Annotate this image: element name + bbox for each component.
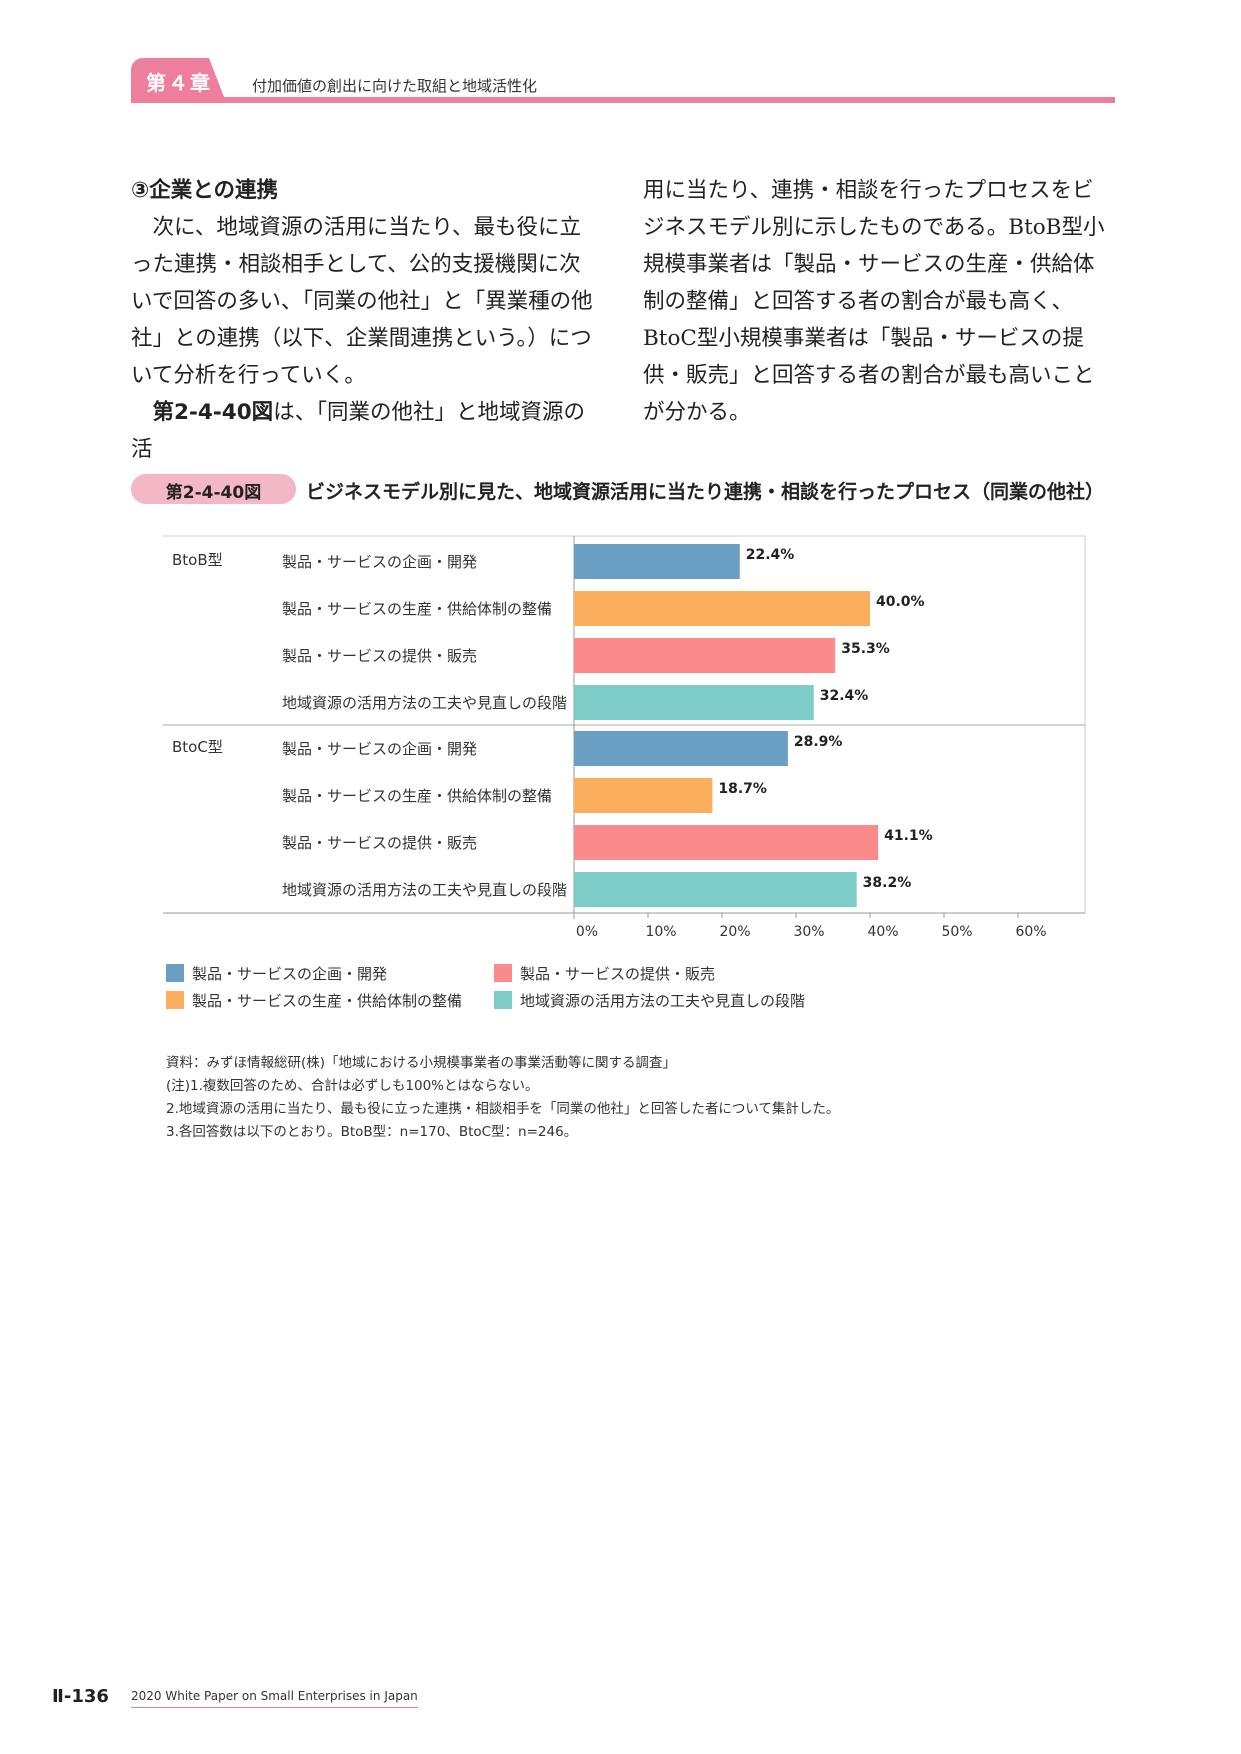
- legend-label: 製品・サービスの生産・供給体制の整備: [192, 992, 463, 1010]
- header-rule: [131, 97, 1115, 103]
- note-line: 2.地域資源の活用に当たり、最も役に立った連携・相談相手を「同業の他社」と回答し…: [166, 1101, 840, 1117]
- paragraph-2-start: 第2-4-40図は、「同業の他社」と地域資源の活: [131, 394, 601, 468]
- data-label: 38.2%: [863, 875, 912, 891]
- figure-title: ビジネスモデル別に見た、地域資源活用に当たり連携・相談を行ったプロセス（同業の他…: [306, 481, 1105, 503]
- data-label: 22.4%: [746, 547, 795, 563]
- category-label: 製品・サービスの企画・開発: [282, 553, 477, 571]
- legend-label: 地域資源の活用方法の工夫や見直しの段階: [520, 992, 806, 1010]
- footer-publication: 2020 White Paper on Small Enterprises in…: [131, 1689, 418, 1708]
- bar: [574, 638, 836, 673]
- legend-swatch: [166, 991, 184, 1009]
- figure-reference: 第2-4-40図: [152, 400, 274, 425]
- bar: [574, 731, 788, 766]
- x-tick-label: 60%: [1015, 924, 1046, 940]
- data-label: 35.3%: [841, 641, 890, 657]
- bar: [574, 591, 870, 626]
- section-heading: ③企業との連携: [131, 178, 278, 203]
- note-line: (注)1.複数回答のため、合計は必ずしも100%とはならない。: [166, 1078, 539, 1094]
- figure-notes: 資料：みずほ情報総研(株)「地域における小規模事業者の事業活動等に関する調査」 (…: [166, 1052, 839, 1144]
- data-label: 28.9%: [794, 734, 843, 750]
- category-label: 製品・サービスの生産・供給体制の整備: [282, 787, 552, 805]
- chapter-title: 付加価値の創出に向けた取組と地域活性化: [252, 77, 538, 95]
- legend-label: 製品・サービスの企画・開発: [192, 965, 388, 983]
- category-label: 製品・サービスの提供・販売: [282, 647, 477, 665]
- x-tick-label: 20%: [719, 924, 750, 940]
- bar: [574, 544, 740, 579]
- data-label: 32.4%: [820, 688, 869, 704]
- chapter-tab: 第４章: [131, 58, 226, 102]
- legend-swatch: [494, 991, 512, 1009]
- body-column-left: ③企業との連携 次に、地域資源の活用に当たり、最も役に立った連携・相談相手として…: [131, 172, 601, 468]
- x-tick-label: 0%: [576, 924, 598, 940]
- figure-label: 第2-4-40図: [131, 474, 296, 504]
- body-column-right: 用に当たり、連携・相談を行ったプロセスをビジネスモデル別に示したものである。Bt…: [643, 172, 1113, 431]
- chapter-number: 第４章: [146, 71, 212, 95]
- bar: [574, 872, 857, 907]
- figure-label-text: 第2-4-40図: [165, 483, 262, 503]
- category-label: 地域資源の活用方法の工夫や見直しの段階: [282, 881, 567, 899]
- paragraph-2-text-b: 用に当たり、連携・相談を行ったプロセスをビジネスモデル別に示したものである。Bt…: [643, 178, 1105, 425]
- page-number: Ⅱ-136: [52, 1686, 109, 1707]
- bar: [574, 778, 713, 813]
- category-label: 製品・サービスの企画・開発: [282, 740, 477, 758]
- note-line: 3.各回答数は以下のとおり。BtoB型：n=170、BtoC型：n=246。: [166, 1124, 578, 1140]
- paragraph-2-text-a: は、「同業の他社」と地域資源の活: [131, 400, 585, 462]
- data-label: 40.0%: [876, 594, 925, 610]
- legend-swatch: [494, 964, 512, 982]
- legend-label: 製品・サービスの提供・販売: [520, 965, 716, 983]
- note-line: 資料：みずほ情報総研(株)「地域における小規模事業者の事業活動等に関する調査」: [166, 1055, 677, 1071]
- x-tick-label: 50%: [941, 924, 972, 940]
- x-tick-label: 40%: [867, 924, 898, 940]
- bar: [574, 825, 879, 860]
- data-label: 18.7%: [718, 781, 767, 797]
- x-tick-label: 10%: [645, 924, 676, 940]
- group-label: BtoB型: [172, 551, 223, 569]
- x-tick-label: 30%: [793, 924, 824, 940]
- data-label: 41.1%: [884, 828, 933, 844]
- bar: [574, 685, 814, 720]
- category-label: 地域資源の活用方法の工夫や見直しの段階: [282, 694, 567, 712]
- category-label: 製品・サービスの提供・販売: [282, 834, 477, 852]
- group-label: BtoC型: [172, 738, 223, 756]
- paragraph-1: 次に、地域資源の活用に当たり、最も役に立った連携・相談相手として、公的支援機関に…: [131, 215, 593, 388]
- legend-swatch: [166, 964, 184, 982]
- category-label: 製品・サービスの生産・供給体制の整備: [282, 600, 552, 618]
